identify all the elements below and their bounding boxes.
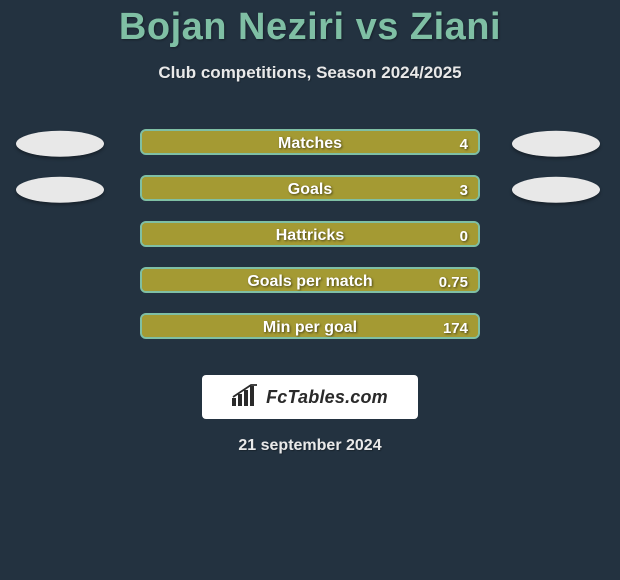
stat-value: 3 [460,177,468,201]
stat-row: Min per goal174 [0,311,620,357]
stat-bar: Goals3 [140,175,480,201]
stat-row: Matches4 [0,127,620,173]
player-badge-right [512,177,600,203]
comparison-card: Bojan Neziri vs Ziani Club competitions,… [0,0,620,580]
stat-value: 0 [460,223,468,247]
stat-bar: Hattricks0 [140,221,480,247]
stat-row: Hattricks0 [0,219,620,265]
stat-value: 4 [460,131,468,155]
player-badge-right [512,131,600,157]
stat-bar: Min per goal174 [140,313,480,339]
logo-chart-icon [232,384,260,411]
stat-row: Goals3 [0,173,620,219]
footer-date: 21 september 2024 [0,437,620,455]
stat-label: Goals per match [142,269,478,293]
stat-value: 174 [443,315,468,339]
stat-label: Min per goal [142,315,478,339]
logo-text: FcTables.com [266,387,388,408]
subtitle: Club competitions, Season 2024/2025 [0,63,620,83]
page-title: Bojan Neziri vs Ziani [0,0,620,49]
player-badge-left [16,177,104,203]
logo-box: FcTables.com [202,375,418,419]
stat-bar: Matches4 [140,129,480,155]
stat-label: Hattricks [142,223,478,247]
stat-value: 0.75 [439,269,468,293]
stat-row: Goals per match0.75 [0,265,620,311]
player-badge-left [16,131,104,157]
stat-label: Goals [142,177,478,201]
stat-bar: Goals per match0.75 [140,267,480,293]
stat-label: Matches [142,131,478,155]
stat-rows: Matches4Goals3Hattricks0Goals per match0… [0,127,620,357]
